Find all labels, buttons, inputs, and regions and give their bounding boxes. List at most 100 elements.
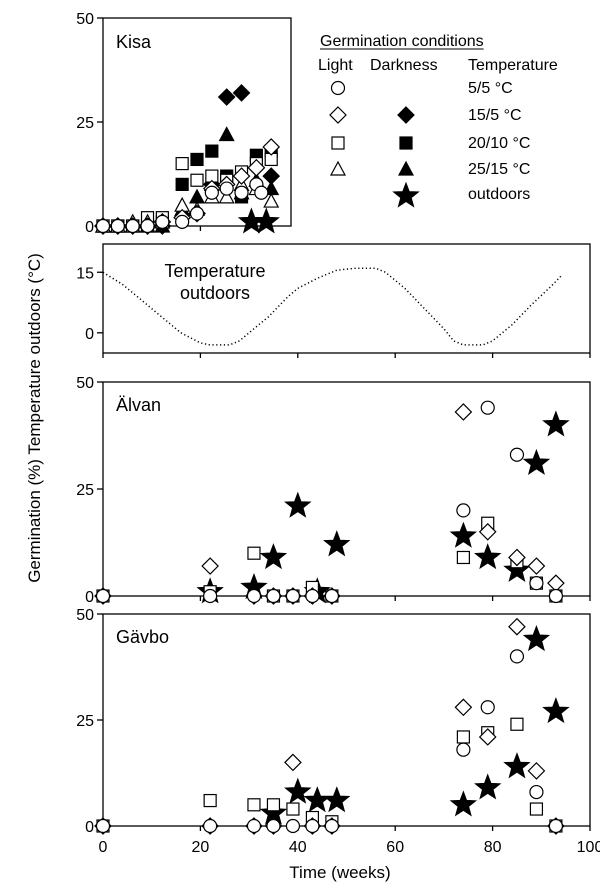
data-point [508, 548, 526, 567]
data-point [247, 798, 261, 812]
series-circle-open [95, 177, 269, 234]
data-point [175, 177, 189, 191]
legend-col-temp: Temperature [468, 57, 558, 74]
data-point [284, 753, 302, 772]
y-tick-label: 25 [76, 482, 94, 499]
legend-label: outdoors [468, 186, 530, 203]
y-tick-label: 15 [76, 265, 94, 282]
x-tick-label: 100 [577, 839, 600, 856]
legend-marker-light [331, 136, 345, 150]
panel-title: Älvan [116, 395, 161, 415]
data-point [190, 173, 204, 187]
data-point [246, 588, 262, 604]
legend-marker-light [329, 160, 347, 176]
panel-2: 0 15 Temperature outdoors [76, 243, 591, 358]
x-tick-label: 60 [386, 839, 404, 856]
data-point [218, 188, 235, 204]
data-point [247, 546, 261, 560]
x-tick-label: 40 [289, 839, 307, 856]
data-point [529, 802, 544, 816]
data-point [529, 576, 544, 591]
y-tick-label: 0 [85, 219, 94, 236]
data-point [95, 218, 111, 234]
data-point [189, 206, 205, 221]
data-point [323, 530, 351, 557]
data-point [509, 447, 525, 462]
data-point [284, 777, 312, 804]
y-tick-label: 0 [85, 326, 94, 343]
legend-label: 5/5 °C [468, 80, 513, 97]
data-point [547, 574, 565, 593]
data-point [232, 167, 251, 185]
panel-title-line: outdoors [180, 283, 250, 303]
legend-marker-dark [397, 160, 415, 176]
data-point [203, 793, 217, 808]
y-tick-label: 0 [85, 819, 94, 836]
data-point [508, 617, 526, 636]
y-axis-label: Germination (%) Temperature outdoors (°C… [25, 253, 44, 583]
series-star-filled [237, 207, 280, 234]
x-tick-label: 0 [99, 839, 108, 856]
series-diamond-open [94, 403, 565, 605]
data-point [456, 742, 471, 757]
data-point [529, 784, 544, 800]
data-point [125, 218, 140, 234]
data-point [456, 730, 470, 744]
data-point [203, 588, 218, 604]
legend-marker-dark [397, 106, 415, 124]
data-point [456, 503, 471, 518]
data-point [478, 522, 497, 541]
data-point [480, 400, 495, 415]
data-point [509, 649, 525, 664]
data-point [217, 88, 236, 106]
data-point [247, 158, 266, 177]
legend-title: Germination conditions [320, 33, 484, 50]
legend-label: 25/15 °C [468, 161, 530, 178]
data-point [305, 588, 320, 604]
panel-1: 0 25 50 Kisa [76, 11, 292, 236]
y-tick-label: 25 [76, 115, 94, 132]
legend-marker-dark [399, 136, 413, 150]
panel-4: 0 25 50 0 20 40 60 80 100 Gävbo [76, 607, 600, 856]
y-tick-label: 50 [76, 375, 94, 392]
data-point [219, 181, 234, 196]
data-point [324, 818, 339, 834]
data-point [323, 786, 351, 813]
series-circle-open [95, 400, 564, 604]
data-point [263, 192, 280, 208]
data-point [175, 214, 190, 229]
series-star-filled [196, 410, 570, 604]
data-point [503, 555, 531, 582]
data-point [474, 773, 502, 800]
y-tick-label: 50 [76, 607, 94, 624]
data-point [454, 698, 473, 717]
data-point [285, 818, 301, 834]
data-point [285, 588, 301, 604]
temperature-line [102, 267, 562, 346]
panel-title: Gävbo [116, 627, 169, 647]
data-point [548, 818, 564, 834]
data-point [474, 543, 502, 570]
legend: Germination conditions Light Darkness Tempe… [318, 33, 558, 208]
data-point [190, 152, 204, 167]
data-point [522, 624, 551, 652]
data-point [510, 717, 524, 731]
legend-marker-light [329, 106, 347, 124]
data-point [262, 167, 281, 185]
data-point [449, 790, 478, 817]
legend-marker-light [330, 80, 346, 96]
data-point [252, 207, 280, 234]
data-point [527, 557, 546, 575]
x-axis-label: Time (weeks) [289, 863, 390, 882]
panel-frame [102, 243, 591, 354]
x-tick-label: 80 [484, 839, 502, 856]
y-tick-label: 25 [76, 713, 94, 730]
panel-title: Temperature outdoors [164, 261, 265, 303]
y-tick-label: 50 [76, 11, 94, 28]
data-point [527, 762, 546, 780]
series-circle-open [95, 649, 564, 834]
data-point [303, 786, 331, 813]
legend-col-dark: Darkness [370, 57, 438, 74]
